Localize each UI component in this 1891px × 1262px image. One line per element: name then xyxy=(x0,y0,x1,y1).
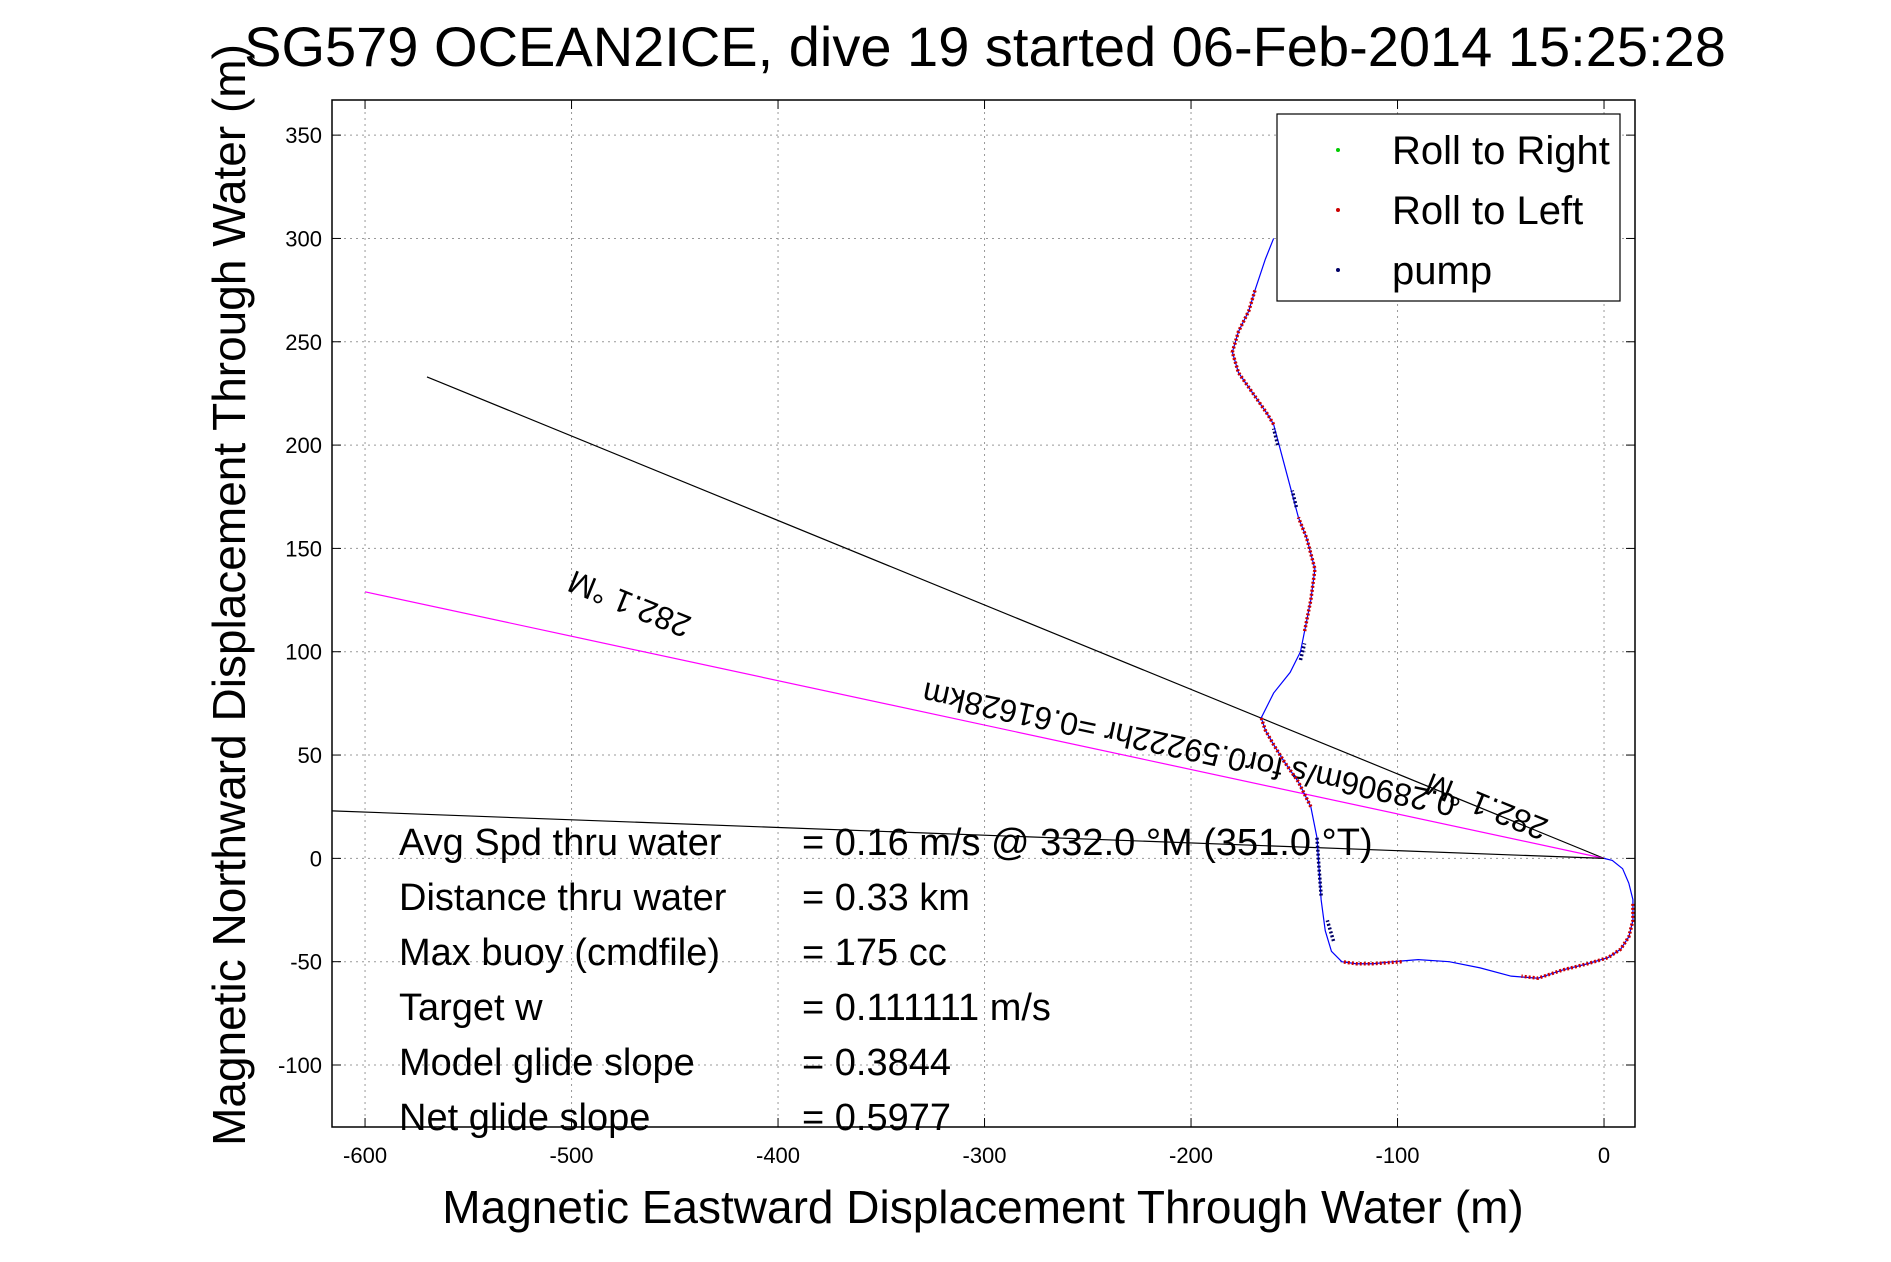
stat-label: Max buoy (cmdfile) xyxy=(399,932,720,974)
stat-label: Avg Spd thru water xyxy=(399,822,722,864)
roll-left-segment xyxy=(1296,516,1317,632)
x-tick-label: 0 xyxy=(1598,1143,1610,1168)
x-tick-label: -400 xyxy=(756,1143,800,1168)
dive-statistics: Avg Spd thru water = 0.16 m/s @ 332.0 °M … xyxy=(399,822,1373,1139)
x-tick-label: -500 xyxy=(550,1143,594,1168)
pump-segment xyxy=(1290,490,1299,508)
stat-value: = 0.16 m/s @ 332.0 °M (351.0 °T) xyxy=(802,822,1373,864)
legend-marker xyxy=(1336,208,1340,212)
stat-label: Net glide slope xyxy=(399,1097,650,1139)
plot-frame xyxy=(331,99,1636,1128)
x-tick-label: -100 xyxy=(1376,1143,1420,1168)
roll-left-segment xyxy=(1341,959,1402,966)
x-tick-label: -300 xyxy=(963,1143,1007,1168)
legend-label: pump xyxy=(1392,249,1492,293)
reference-lines xyxy=(332,376,1605,859)
pump-segment xyxy=(1298,643,1307,661)
legend-label: Roll to Left xyxy=(1392,189,1583,233)
y-tick-label: 50 xyxy=(298,743,322,768)
stat-value: = 0.3844 xyxy=(802,1042,951,1084)
pump-segment xyxy=(1271,428,1280,446)
stat-label: Model glide slope xyxy=(399,1042,695,1084)
y-tick-label: 100 xyxy=(285,640,322,665)
stat-value: = 0.5977 xyxy=(802,1097,951,1139)
legend-marker xyxy=(1336,268,1340,272)
chart-title: SG579 OCEAN2ICE, dive 19 started 06-Feb-… xyxy=(244,15,1726,78)
y-tick-label: 200 xyxy=(285,433,322,458)
stat-label: Distance thru water xyxy=(399,877,727,919)
reference-line xyxy=(426,376,1605,859)
legend: Roll to Right Roll to Left pump xyxy=(1276,113,1621,302)
reference-line xyxy=(332,810,1605,859)
roll-left-markers xyxy=(1230,289,1635,981)
y-tick-label: -50 xyxy=(290,950,322,975)
roll-left-segment xyxy=(1230,289,1276,426)
x-tick-label: -200 xyxy=(1169,1143,1213,1168)
y-tick-label: 150 xyxy=(285,536,322,561)
stat-label: Target w xyxy=(399,987,543,1029)
pump-segment xyxy=(1315,837,1323,896)
y-axis-ticks: -100 -50 0 50 100 150 200 250 300 350 xyxy=(278,123,1635,1078)
legend-marker xyxy=(1336,148,1340,152)
pump-segment xyxy=(1325,919,1336,942)
grid-lines xyxy=(332,100,1635,1127)
y-tick-label: 300 xyxy=(285,226,322,251)
legend-label: Roll to Right xyxy=(1392,129,1610,173)
reference-line xyxy=(364,591,1605,859)
legend-box xyxy=(1276,113,1621,302)
y-tick-label: 0 xyxy=(310,846,322,871)
x-tick-label: -600 xyxy=(343,1143,387,1168)
y-tick-label: -100 xyxy=(278,1053,322,1078)
stat-value: = 175 cc xyxy=(802,932,947,974)
stat-value: = 0.33 km xyxy=(802,877,970,919)
y-tick-label: 250 xyxy=(285,330,322,355)
x-axis-ticks: -600 -500 -400 -300 -200 -100 0 xyxy=(343,100,1610,1168)
y-tick-label: 350 xyxy=(285,123,322,148)
x-axis-label: Magnetic Eastward Displacement Through W… xyxy=(442,1181,1523,1233)
stat-value: = 0.111111 m/s xyxy=(802,987,1051,1029)
y-axis-label: Magnetic Northward Displacement Through … xyxy=(203,44,255,1146)
pump-markers xyxy=(1271,428,1336,942)
